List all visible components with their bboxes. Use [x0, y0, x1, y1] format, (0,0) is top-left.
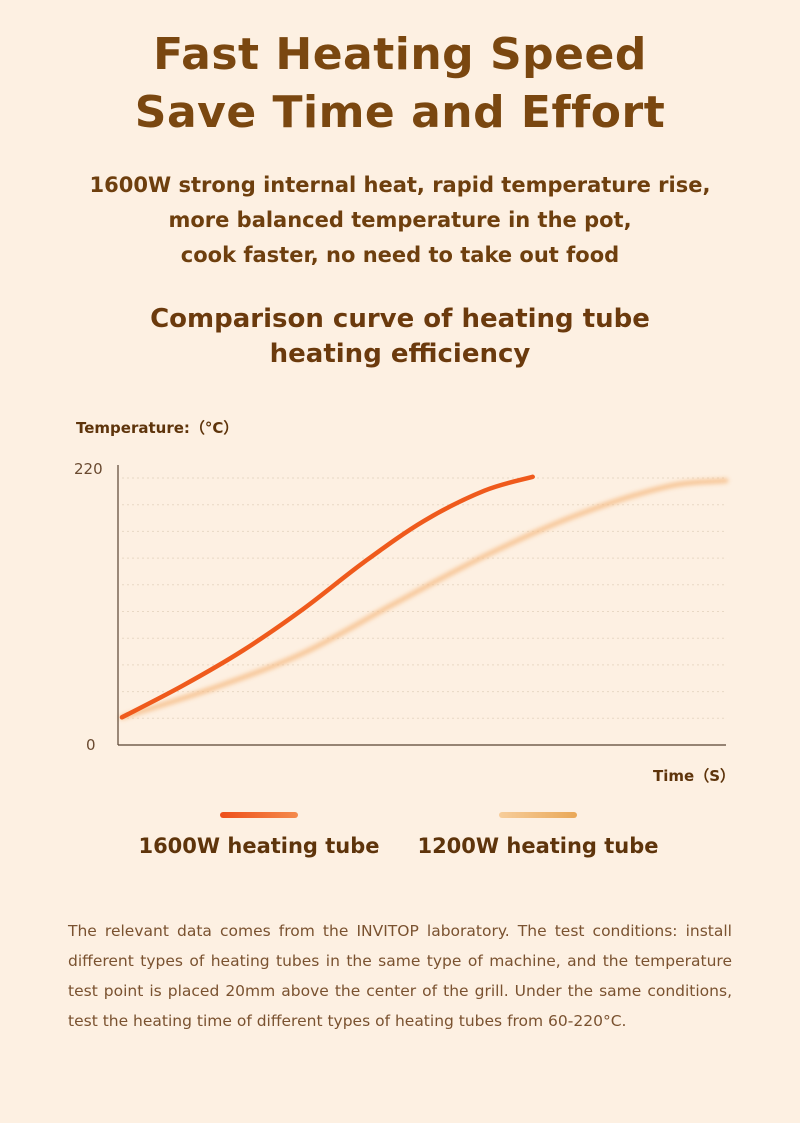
- chart-legend: 1600W heating tube 1200W heating tube: [0, 812, 800, 872]
- y-tick-label-top: 220: [74, 460, 103, 478]
- headline-line-2: Save Time and Effort: [134, 87, 666, 138]
- series-line-1600w: [119, 474, 535, 720]
- feature-description: 1600W strong internal heat, rapid temper…: [0, 168, 800, 273]
- test-conditions-note: The relevant data comes from the INVITOP…: [68, 922, 732, 1030]
- grid-lines: [122, 477, 726, 719]
- chart-title-line-1: Comparison curve of heating tube: [150, 304, 650, 334]
- chart-title-line-2: heating efficiency: [269, 339, 531, 369]
- legend-item-1200w: 1200W heating tube: [413, 812, 663, 858]
- y-tick-label-bottom: 0: [86, 736, 96, 754]
- legend-label-1200w: 1200W heating tube: [417, 834, 659, 858]
- heating-curve-chart: Temperature:（°C） 220 0 Time（S）: [74, 419, 735, 785]
- description-line-1: 1600W strong internal heat, rapid temper…: [89, 173, 711, 197]
- headline-line-1: Fast Heating Speed: [153, 29, 647, 80]
- description-line-2: more balanced temperature in the pot,: [168, 208, 632, 232]
- legend-item-1600w: 1600W heating tube: [134, 812, 384, 858]
- legend-label-1600w: 1600W heating tube: [138, 834, 380, 858]
- series-lines: [119, 474, 729, 720]
- legend-swatch-1600w: [220, 812, 298, 818]
- y-axis-label: Temperature:（°C）: [76, 419, 238, 437]
- chart-title: Comparison curve of heating tube heating…: [0, 302, 800, 372]
- headline: Fast Heating Speed Save Time and Effort: [0, 26, 800, 142]
- description-line-3: cook faster, no need to take out food: [180, 243, 620, 267]
- legend-swatch-1200w: [499, 812, 577, 818]
- x-axis-label: Time（S）: [653, 767, 735, 785]
- series-line-1200w: [119, 478, 729, 720]
